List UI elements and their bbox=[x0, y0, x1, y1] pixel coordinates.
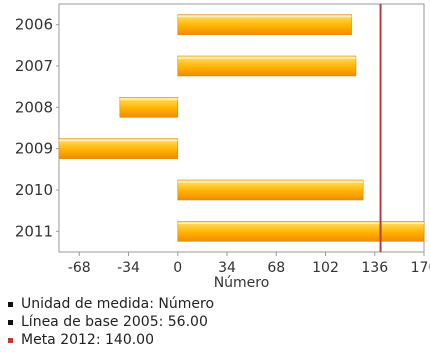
bar-2006 bbox=[177, 14, 352, 35]
y-tick-label: 2010 bbox=[15, 181, 53, 199]
legend: Unidad de medida: Número Línea de base 2… bbox=[6, 295, 426, 349]
bar-2009 bbox=[58, 138, 179, 159]
x-tick-label: 136 bbox=[361, 260, 388, 276]
bar-2011 bbox=[177, 221, 425, 242]
x-tick-label: 102 bbox=[312, 260, 339, 276]
legend-bullet-icon bbox=[8, 319, 13, 325]
x-tick-label: 68 bbox=[267, 260, 285, 276]
legend-bullet-icon bbox=[8, 301, 13, 307]
x-tick-label: 34 bbox=[218, 260, 236, 276]
legend-label: Unidad de medida: Número bbox=[21, 296, 215, 312]
bar-2007 bbox=[177, 55, 357, 77]
legend-item-linea-base: Línea de base 2005: 56.00 bbox=[6, 313, 426, 331]
y-tick-label: 2008 bbox=[15, 98, 53, 116]
y-tick-label: 2011 bbox=[15, 222, 53, 240]
x-tick-label: -68 bbox=[68, 260, 91, 276]
legend-item-unidad: Unidad de medida: Número bbox=[6, 295, 426, 313]
bar-chart: 2006 2007 2008 2009 2010 2011 -68 -34 0 34 68 102 1… bbox=[15, 3, 430, 291]
legend-bullet-icon bbox=[8, 337, 13, 343]
y-tick-label: 2006 bbox=[15, 16, 53, 34]
x-tick-label: 170 bbox=[411, 260, 430, 276]
legend-item-meta: Meta 2012: 140.00 bbox=[6, 331, 426, 349]
bar-2008 bbox=[119, 97, 179, 118]
y-tick-label: 2009 bbox=[15, 140, 53, 158]
plot-area bbox=[58, 3, 425, 253]
x-axis-label: Número bbox=[214, 275, 270, 290]
legend-label: Meta 2012: 140.00 bbox=[21, 332, 154, 348]
bar-2010 bbox=[177, 179, 364, 201]
x-tick-label: -34 bbox=[117, 260, 140, 276]
x-tick-label: 0 bbox=[173, 260, 182, 276]
y-tick-label: 2007 bbox=[15, 57, 53, 75]
legend-label: Línea de base 2005: 56.00 bbox=[21, 314, 208, 330]
